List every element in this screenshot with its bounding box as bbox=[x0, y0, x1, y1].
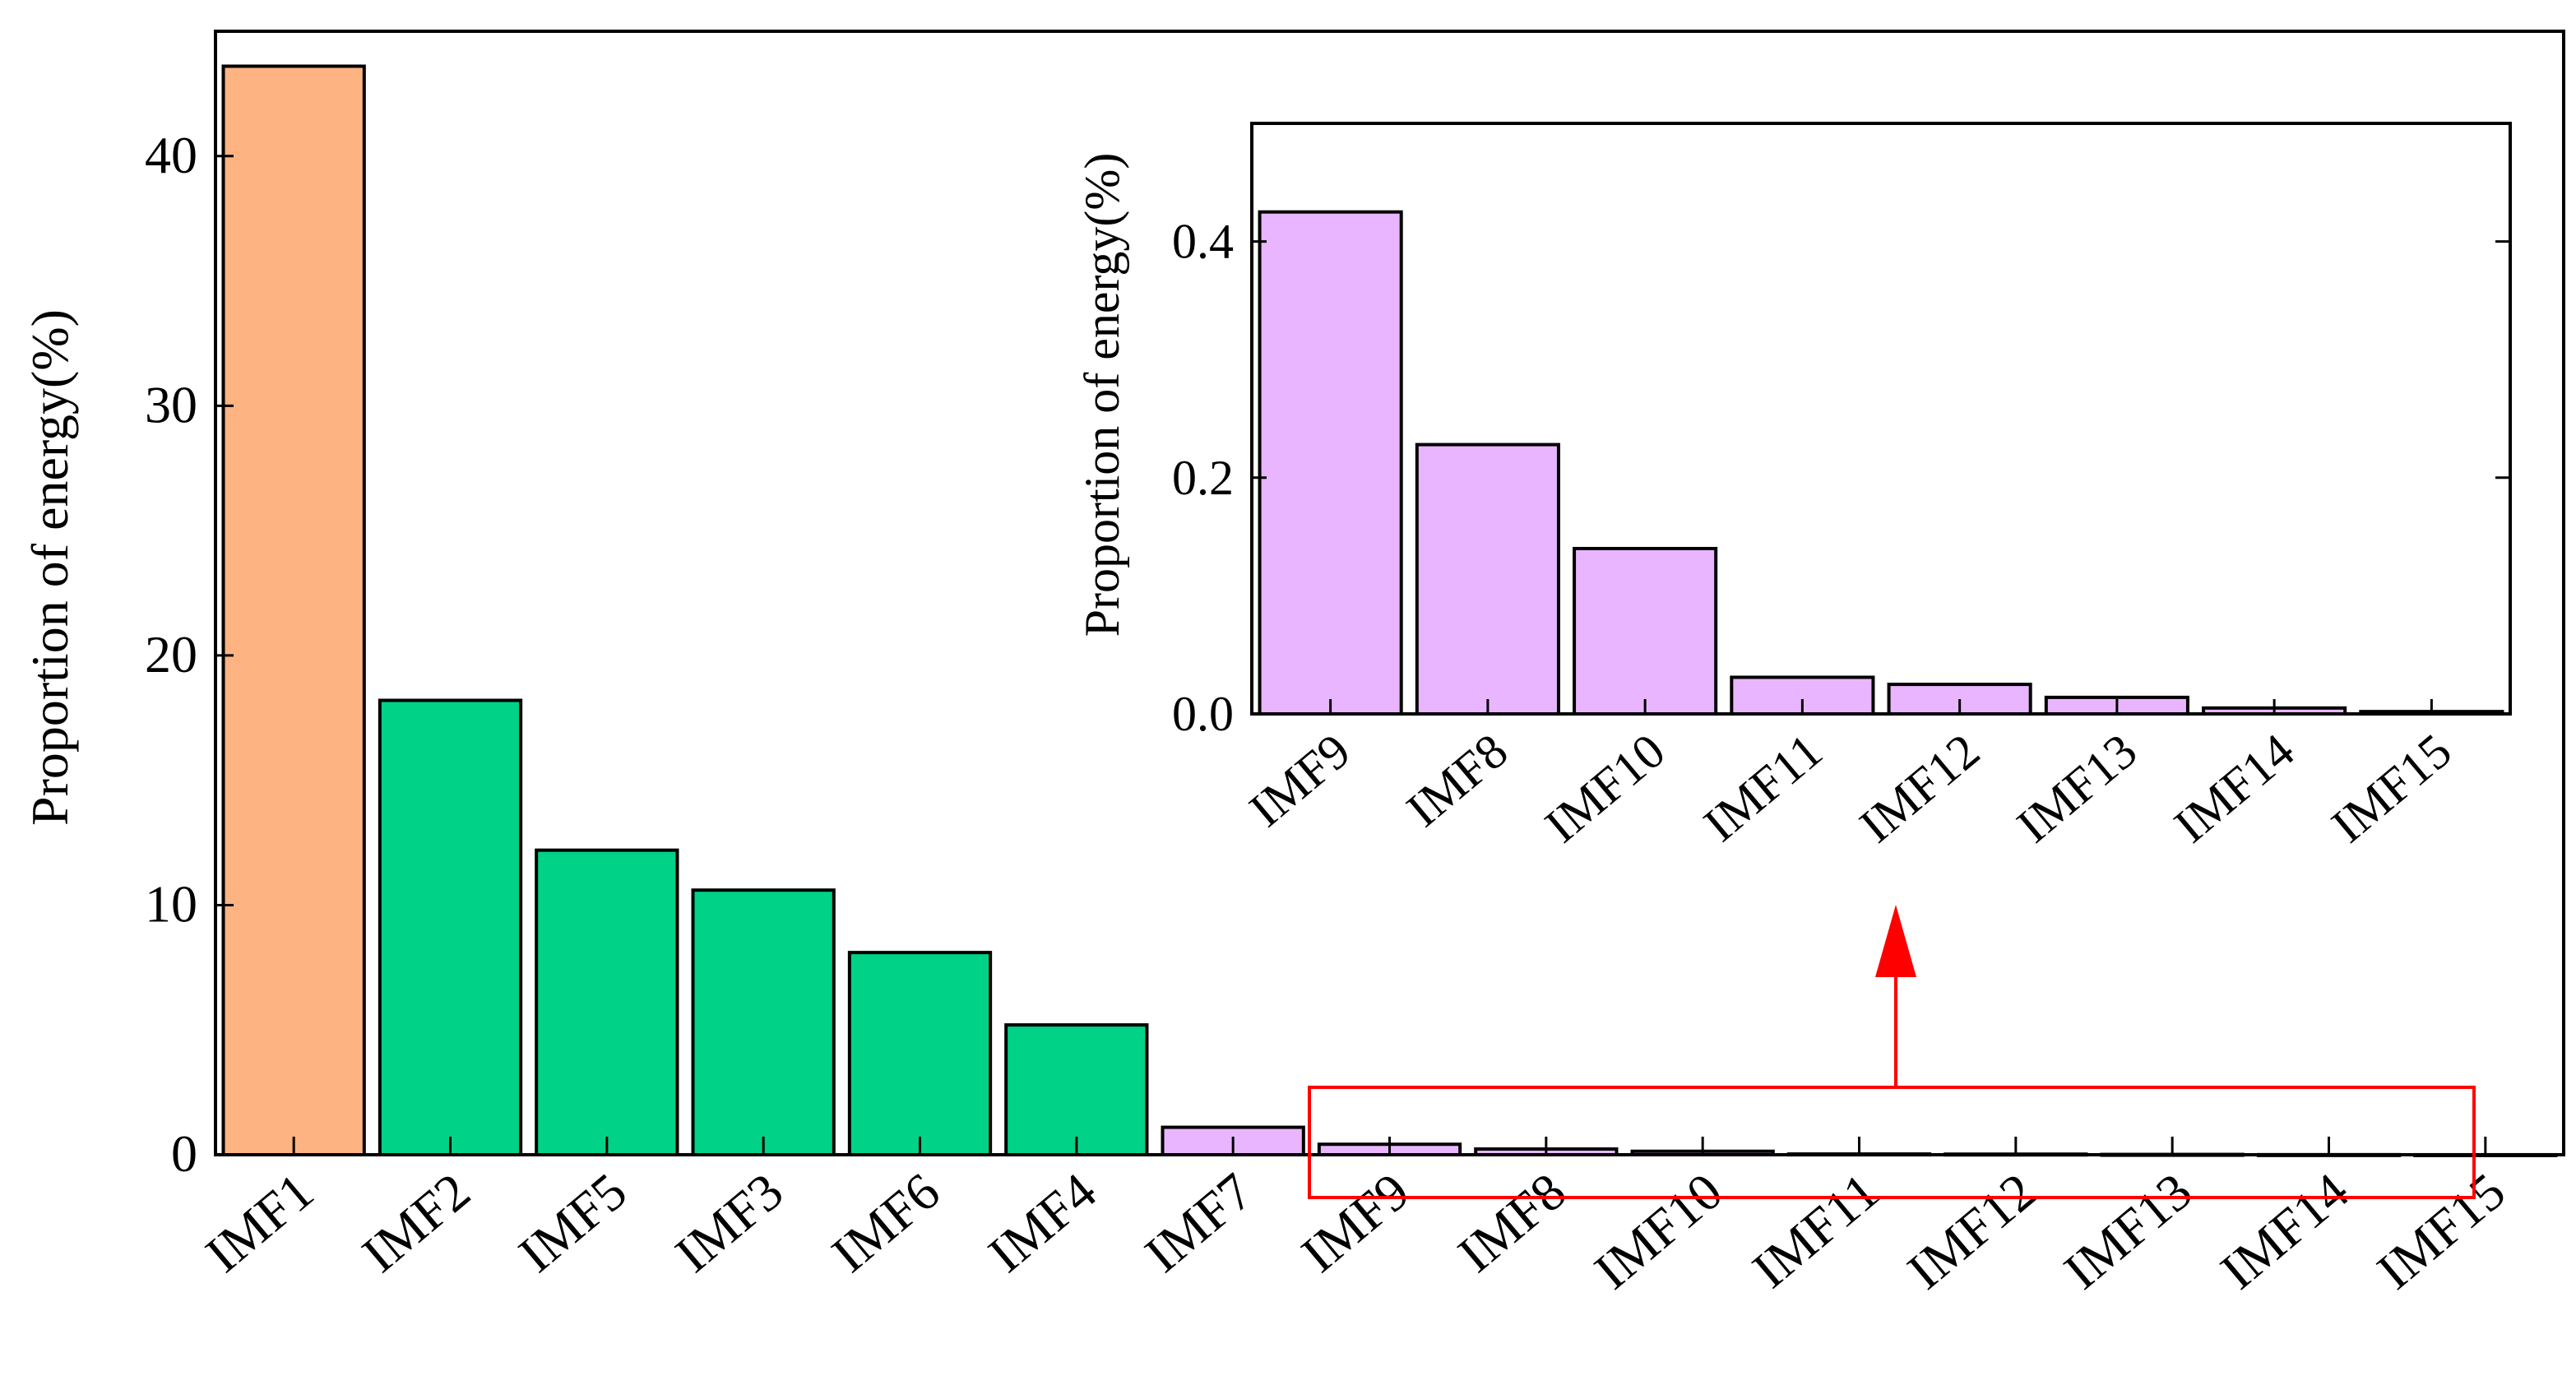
inset-y-tick-label: 0.2 bbox=[1172, 451, 1234, 505]
main-bar-imf2 bbox=[378, 698, 523, 1156]
main-y-tick-label: 30 bbox=[145, 375, 197, 433]
main-x-tick-label: IMF11 bbox=[1741, 1161, 1889, 1299]
main-y-tick-label: 40 bbox=[145, 126, 197, 184]
inset-y-tick-label: 0.0 bbox=[1172, 687, 1234, 741]
main-x-tick-label: IMF8 bbox=[1447, 1161, 1576, 1283]
main-x-tick-label: IMF15 bbox=[2366, 1161, 2516, 1300]
inset-bar-imf9 bbox=[1258, 210, 1403, 716]
main-y-tick-label: 0 bbox=[171, 1124, 197, 1183]
main-x-tick-label: IMF4 bbox=[977, 1161, 1106, 1283]
main-x-tick-label: IMF12 bbox=[1897, 1161, 2046, 1300]
inset-y-axis-title: Proportion of energy(%) bbox=[1075, 153, 1129, 637]
main-bar-imf6 bbox=[847, 951, 993, 1156]
main-x-tick-label: IMF14 bbox=[2210, 1161, 2360, 1300]
main-x-tick-label: IMF1 bbox=[195, 1161, 324, 1283]
main-bar-imf1 bbox=[221, 64, 366, 1156]
inset-y-tick-label: 0.4 bbox=[1172, 215, 1234, 269]
main-y-tick-label: 20 bbox=[145, 625, 197, 683]
zoom-highlight-box bbox=[1308, 1086, 2476, 1199]
main-y-tick-label: 10 bbox=[145, 874, 197, 933]
inset-bar-imf8 bbox=[1415, 442, 1560, 716]
main-y-axis-title: Proportion of energy(%) bbox=[21, 309, 79, 826]
main-bar-imf15 bbox=[2413, 1152, 2558, 1157]
zoom-annotation bbox=[1308, 905, 2476, 1199]
main-x-tick-label: IMF3 bbox=[665, 1161, 794, 1283]
inset-bar-imf10 bbox=[1573, 546, 1718, 716]
main-bar-imf4 bbox=[1004, 1023, 1149, 1157]
main-x-tick-label: IMF6 bbox=[821, 1161, 950, 1283]
main-x-tick-label: IMF7 bbox=[1134, 1161, 1263, 1283]
main-x-tick-label: IMF13 bbox=[2053, 1161, 2203, 1300]
main-x-tick-label: IMF10 bbox=[1583, 1161, 1733, 1300]
main-x-tick-label: IMF5 bbox=[507, 1161, 637, 1283]
zoom-arrow-head bbox=[1875, 905, 1916, 977]
main-bar-imf5 bbox=[535, 848, 679, 1156]
main-x-tick-label: IMF2 bbox=[351, 1161, 480, 1283]
main-bar-imf3 bbox=[691, 888, 836, 1156]
